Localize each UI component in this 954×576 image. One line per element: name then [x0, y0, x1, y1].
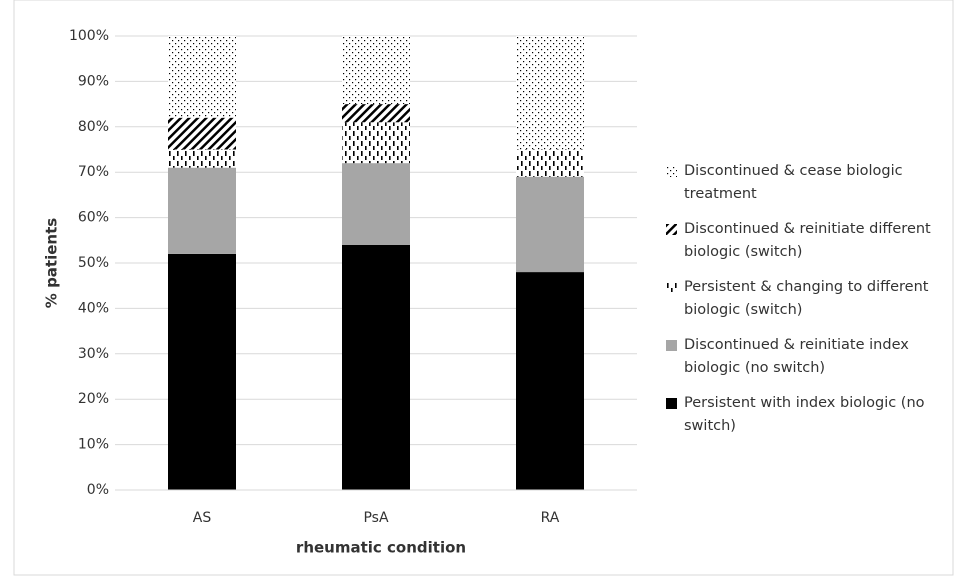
legend-swatch: [666, 166, 677, 177]
legend-swatch-fill: [666, 224, 677, 235]
x-tick-label: PsA: [363, 510, 388, 526]
bar-segment: [168, 149, 236, 168]
bar-segment: [342, 36, 410, 105]
y-tick-label: 40%: [78, 300, 109, 316]
legend-item: Discontinued & reinitiate index biologic…: [664, 334, 949, 392]
legend-swatch-fill: [666, 398, 677, 409]
y-tick-label: 20%: [78, 391, 109, 407]
legend-swatch: [666, 340, 677, 351]
bar-segment: [516, 176, 584, 273]
legend-label: Persistent with index biologic (no switc…: [684, 395, 925, 434]
bar-segment: [168, 117, 236, 150]
y-axis-title: % patients: [43, 218, 61, 308]
legend-label: Discontinued & cease biologic treatment: [684, 163, 903, 202]
legend-item: Persistent & changing to different biolo…: [664, 276, 949, 334]
bar-segment: [168, 36, 236, 118]
bar-segment: [516, 36, 584, 150]
legend-swatch: [666, 282, 677, 293]
legend-swatch: [666, 398, 677, 409]
bar-segment: [168, 167, 236, 254]
x-tick-label: RA: [541, 510, 560, 526]
legend-label: Discontinued & reinitiate index biologic…: [684, 337, 909, 376]
bar-segment: [342, 122, 410, 164]
legend-swatch-fill: [666, 166, 677, 177]
y-tick-label: 80%: [78, 119, 109, 135]
bar-segment: [516, 149, 584, 177]
legend: Discontinued & cease biologic treatment D…: [664, 160, 949, 450]
y-tick-label: 100%: [69, 28, 109, 44]
y-tick-label: 70%: [78, 164, 109, 180]
legend-swatch-fill: [666, 340, 677, 351]
y-tick-label: 10%: [78, 437, 109, 453]
bar-segment: [516, 272, 584, 490]
bar-segment: [342, 104, 410, 123]
y-tick-label: 60%: [78, 210, 109, 226]
bar-segment: [342, 244, 410, 490]
x-tick-label: AS: [193, 510, 212, 526]
legend-item: Discontinued & cease biologic treatment: [664, 160, 949, 218]
y-tick-label: 30%: [78, 346, 109, 362]
y-tick-label: 0%: [87, 482, 109, 498]
legend-swatch-fill: [666, 282, 677, 293]
legend-label: Persistent & changing to different biolo…: [684, 279, 929, 318]
bar-segment: [342, 163, 410, 245]
legend-item: Discontinued & reinitiate different biol…: [664, 218, 949, 276]
y-tick-label: 50%: [78, 255, 109, 271]
legend-swatch: [666, 224, 677, 235]
x-axis-title: rheumatic condition: [296, 539, 466, 557]
bar-segment: [168, 253, 236, 490]
legend-label: Discontinued & reinitiate different biol…: [684, 221, 931, 260]
chart-border: [13, 0, 954, 576]
legend-item: Persistent with index biologic (no switc…: [664, 392, 949, 450]
y-tick-label: 90%: [78, 73, 109, 89]
